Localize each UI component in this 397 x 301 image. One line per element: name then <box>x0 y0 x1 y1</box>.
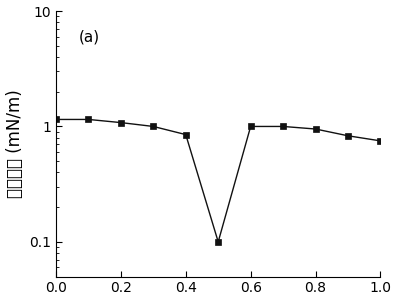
Y-axis label: 界面张力 (mN/m): 界面张力 (mN/m) <box>6 89 23 198</box>
Text: (a): (a) <box>79 29 100 45</box>
